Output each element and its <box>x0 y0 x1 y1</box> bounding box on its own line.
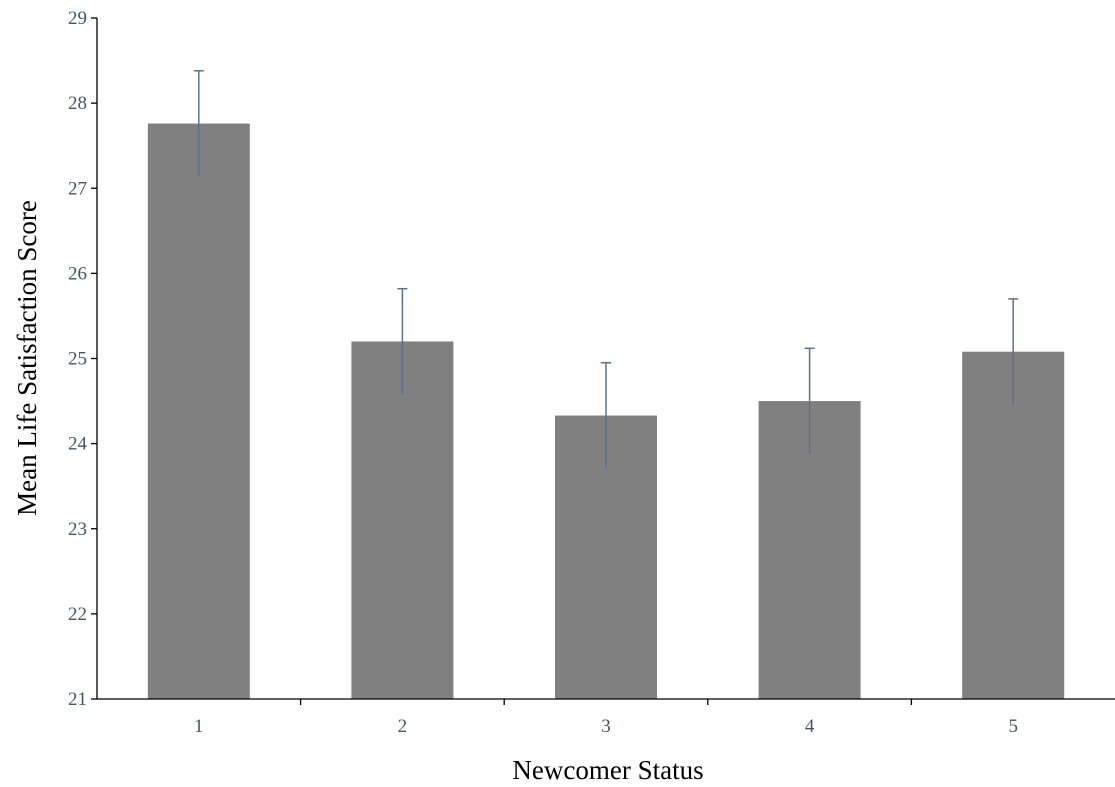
x-tick-label: 5 <box>1008 716 1018 737</box>
x-axis-tick-labels: 1 2 3 4 5 <box>194 716 1018 737</box>
axes <box>91 17 1115 705</box>
error-bars <box>193 70 1019 469</box>
y-axis-title: Mean Life Satisfaction Score <box>12 200 42 516</box>
bar <box>147 123 250 700</box>
y-tick-label: 27 <box>68 178 87 199</box>
y-tick-label: 23 <box>68 519 87 540</box>
x-tick-label: 3 <box>601 716 611 737</box>
x-tick-label: 1 <box>194 716 204 737</box>
x-tick-label: 2 <box>398 716 408 737</box>
y-tick-label: 21 <box>68 689 87 710</box>
y-tick-label: 28 <box>68 93 87 114</box>
x-axis-title: Newcomer Status <box>512 755 703 785</box>
y-axis-tick-labels: 21 22 23 24 25 26 27 28 29 <box>68 8 88 710</box>
y-tick-label: 22 <box>68 604 87 625</box>
y-tick-label: 24 <box>68 434 88 455</box>
x-tick-label: 4 <box>805 716 815 737</box>
y-tick-label: 25 <box>68 349 87 370</box>
bar <box>351 341 454 699</box>
y-tick-label: 29 <box>68 8 87 29</box>
bar <box>962 351 1065 699</box>
y-tick-label: 26 <box>68 263 87 284</box>
